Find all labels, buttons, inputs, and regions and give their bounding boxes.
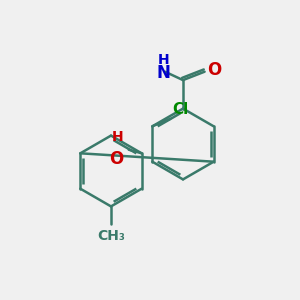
Text: O: O [110,150,124,168]
Text: O: O [207,61,221,79]
Text: H: H [158,53,169,67]
Text: N: N [157,64,170,82]
Text: Cl: Cl [172,102,188,117]
Text: CH₃: CH₃ [97,229,125,243]
Text: H: H [112,130,124,144]
